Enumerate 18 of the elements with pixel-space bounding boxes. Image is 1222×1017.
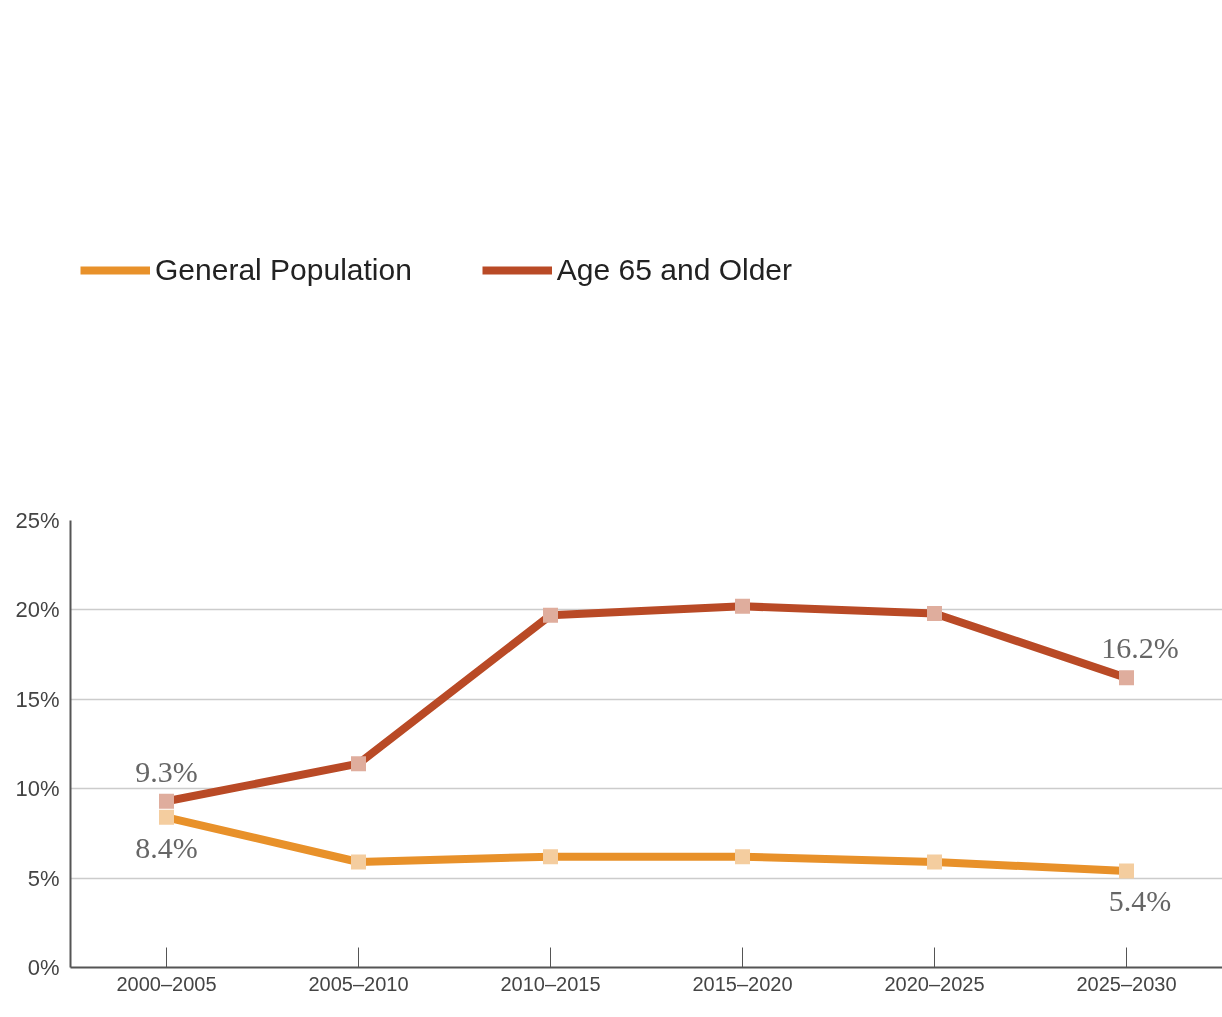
y-tick-label: 20%	[15, 597, 60, 623]
y-tick-label: 10%	[15, 776, 60, 802]
x-tick-label: 2020–2025	[884, 972, 985, 995]
x-tick-label: 2015–2020	[692, 972, 793, 995]
x-tick-label: 2010–2015	[500, 972, 601, 995]
data-label: 5.4%	[1108, 884, 1172, 918]
y-tick-label: 25%	[15, 508, 60, 533]
x-tick-label: 2005–2010	[308, 972, 409, 995]
legend-label: General Population	[155, 253, 412, 287]
data-label: 8.4%	[135, 830, 198, 864]
data-label: 9.3%	[135, 754, 198, 788]
x-tick-label: 2000–2005	[116, 972, 217, 995]
y-tick-label: 15%	[15, 686, 60, 712]
y-tick-label: 5%	[27, 865, 60, 891]
legend-label: Age 65 and Older	[556, 253, 793, 287]
x-tick-label: 2025–2030	[1076, 972, 1177, 995]
y-tick-label: 0%	[27, 955, 60, 980]
data-label: 16.2%	[1101, 631, 1179, 665]
